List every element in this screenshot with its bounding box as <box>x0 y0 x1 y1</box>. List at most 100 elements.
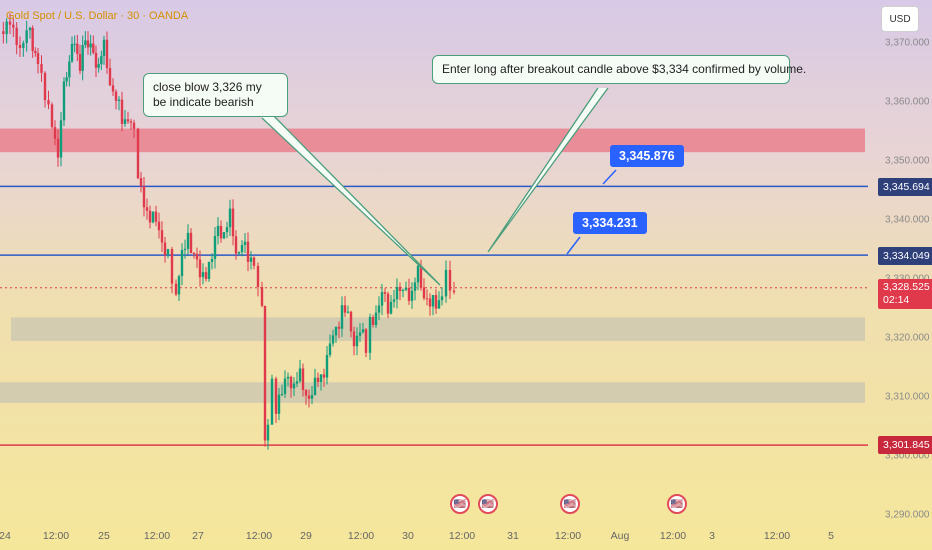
candle-body <box>166 249 170 256</box>
candle-body <box>183 248 187 250</box>
bar-countdown: 02:14 <box>883 294 910 306</box>
candle-body <box>12 24 15 28</box>
candle-body <box>283 378 287 394</box>
candle-body <box>383 292 387 294</box>
candle-body <box>292 383 296 389</box>
candle <box>84 31 87 49</box>
candle <box>340 296 344 337</box>
time-tick: 12:00 <box>347 530 375 542</box>
candle <box>198 250 202 287</box>
candle-body <box>263 305 267 441</box>
annotation-bearish[interactable]: close blow 3,326 my be indicate bearish <box>143 73 288 117</box>
candle <box>313 368 317 396</box>
price-label-3345[interactable]: 3,345.876 <box>610 145 684 167</box>
candle <box>404 281 408 292</box>
candle-body <box>340 305 344 329</box>
candle <box>86 31 90 55</box>
candle <box>189 228 193 254</box>
candle <box>249 251 253 270</box>
candle <box>5 18 8 44</box>
candle-body <box>389 301 393 314</box>
candle <box>183 239 187 259</box>
candle-body <box>304 389 308 396</box>
candle <box>319 374 323 391</box>
candle <box>22 40 25 57</box>
candle <box>100 50 103 71</box>
candle <box>270 374 274 425</box>
time-tick: 25 <box>98 530 110 542</box>
annotation-long-entry[interactable]: Enter long after breakout candle above $… <box>432 55 806 84</box>
candle <box>160 221 164 252</box>
candle-body <box>401 289 405 292</box>
price-tick: 3,310.000 <box>885 391 930 403</box>
candle <box>201 263 205 285</box>
candle <box>59 111 63 167</box>
time-tick: 12:00 <box>554 530 582 542</box>
currency-button[interactable]: USD <box>881 6 919 32</box>
candle <box>434 289 438 314</box>
candle <box>260 281 264 308</box>
candle <box>225 221 229 238</box>
candle <box>148 205 152 229</box>
candle <box>280 384 284 397</box>
candle <box>43 71 47 108</box>
candle <box>355 327 359 356</box>
candle <box>310 386 314 405</box>
candle <box>163 236 167 263</box>
us-flag-icon[interactable]: 🇺🇸 <box>478 494 498 514</box>
candle-body <box>216 225 220 237</box>
candle-body <box>331 335 335 344</box>
candle-body <box>68 61 71 78</box>
candle-body <box>260 287 264 306</box>
candle-body <box>86 40 90 48</box>
current-price: 3,328.525 <box>883 281 930 293</box>
candle-body <box>151 211 155 223</box>
candle-body <box>59 120 63 158</box>
candle-body <box>210 258 214 262</box>
candle-body <box>270 378 274 425</box>
price-tag-3301: 3,301.845 <box>878 436 932 454</box>
candle <box>380 283 384 316</box>
candle-body <box>249 257 253 262</box>
candle <box>151 211 155 224</box>
candle-body <box>234 236 238 254</box>
candle <box>316 372 320 388</box>
candle-body <box>148 210 152 223</box>
candle <box>129 118 133 130</box>
candle <box>123 109 127 127</box>
candle-body <box>431 295 435 307</box>
price-tick: 3,290.000 <box>885 509 930 521</box>
candle-body <box>213 236 217 259</box>
candle-body <box>207 261 211 279</box>
candle-body <box>219 225 223 239</box>
candle <box>243 233 247 254</box>
us-flag-icon[interactable]: 🇺🇸 <box>560 494 580 514</box>
time-tick: 12:00 <box>42 530 70 542</box>
candle-body <box>157 221 161 231</box>
us-flag-icon[interactable]: 🇺🇸 <box>450 494 470 514</box>
candle-body <box>295 381 299 384</box>
candle <box>304 389 308 405</box>
candle <box>216 216 220 245</box>
candle-body <box>364 329 368 353</box>
candle <box>68 55 71 87</box>
candle <box>36 47 40 74</box>
time-tick: 24 <box>0 530 11 542</box>
candle-body <box>256 265 260 288</box>
candle-body <box>410 290 414 301</box>
price-tick: 3,340.000 <box>885 214 930 226</box>
candle <box>346 305 350 314</box>
candle <box>431 294 435 316</box>
price-label-3334[interactable]: 3,334.231 <box>573 212 647 234</box>
candle <box>70 36 74 63</box>
candle <box>15 22 18 55</box>
time-axis[interactable]: 24 12:00 25 12:00 27 12:00 29 12:00 30 12:00 31 12:… <box>0 524 868 550</box>
candle-body <box>325 354 329 378</box>
us-flag-icon[interactable]: 🇺🇸 <box>667 494 687 514</box>
price-tag-3334: 3,334.049 <box>878 247 932 265</box>
candle-body <box>73 43 76 45</box>
symbol-title[interactable]: Gold Spot / U.S. Dollar · 30 · OANDA <box>6 10 189 22</box>
candle-body <box>192 252 196 254</box>
candle-body <box>416 265 420 283</box>
price-axis[interactable]: 3,370.000 3,360.000 3,350.000 3,340.000 3,33… <box>868 0 932 550</box>
